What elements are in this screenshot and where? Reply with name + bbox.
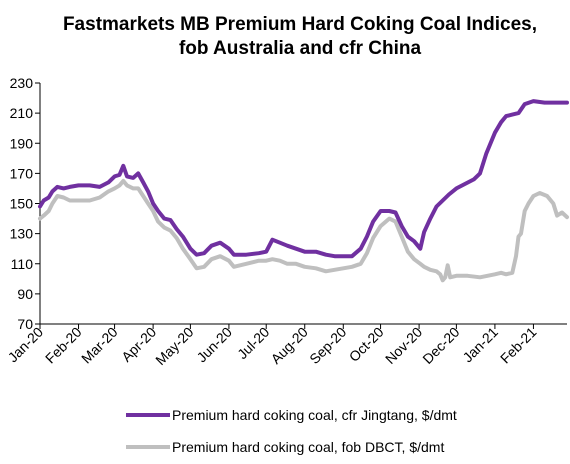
y-tick-label: 210 bbox=[10, 105, 34, 121]
x-tick-label: Feb-21 bbox=[497, 324, 540, 367]
x-tick-label: Oct-20 bbox=[346, 324, 387, 365]
x-tick-label: May-20 bbox=[152, 324, 196, 368]
x-tick-label: Nov-20 bbox=[382, 324, 425, 367]
x-tick-label: Mar-20 bbox=[78, 324, 121, 367]
series-lines bbox=[38, 99, 569, 283]
y-tick-label: 170 bbox=[10, 165, 34, 181]
y-tick-label: 90 bbox=[17, 286, 33, 302]
x-tick-label: Aug-20 bbox=[268, 324, 311, 367]
x-tick-label: Jul-20 bbox=[234, 324, 272, 362]
x-tick-label: Feb-20 bbox=[42, 324, 85, 367]
y-tick-label: 190 bbox=[10, 135, 34, 151]
y-axis: 70 90 110 130 150 170 190 210 230 bbox=[10, 75, 41, 332]
y-tick-label: 110 bbox=[11, 256, 34, 272]
y-tick-label: 130 bbox=[10, 226, 34, 242]
x-tick-label: Sep-20 bbox=[306, 324, 349, 367]
x-tick-label: Jun-20 bbox=[193, 324, 235, 366]
y-tick-label: 230 bbox=[10, 75, 34, 91]
x-tick-label: Jan-21 bbox=[459, 324, 501, 366]
series-line-jingtang bbox=[38, 99, 569, 259]
series-line-dbct bbox=[38, 178, 569, 283]
y-tick-label: 150 bbox=[10, 196, 34, 212]
chart-title-line-1: Fastmarkets MB Premium Hard Coking Coal … bbox=[63, 14, 537, 35]
legend-label-dbct: Premium hard coking coal, fob DBCT, $/dm… bbox=[172, 439, 444, 455]
legend-label-jingtang: Premium hard coking coal, cfr Jingtang, … bbox=[172, 407, 457, 423]
y-tick-label: 70 bbox=[17, 316, 33, 332]
legend: Premium hard coking coal, cfr Jingtang, … bbox=[126, 407, 457, 455]
chart-title-line-2: fob Australia and cfr China bbox=[179, 38, 422, 59]
x-tick-label: Dec-20 bbox=[419, 324, 462, 367]
